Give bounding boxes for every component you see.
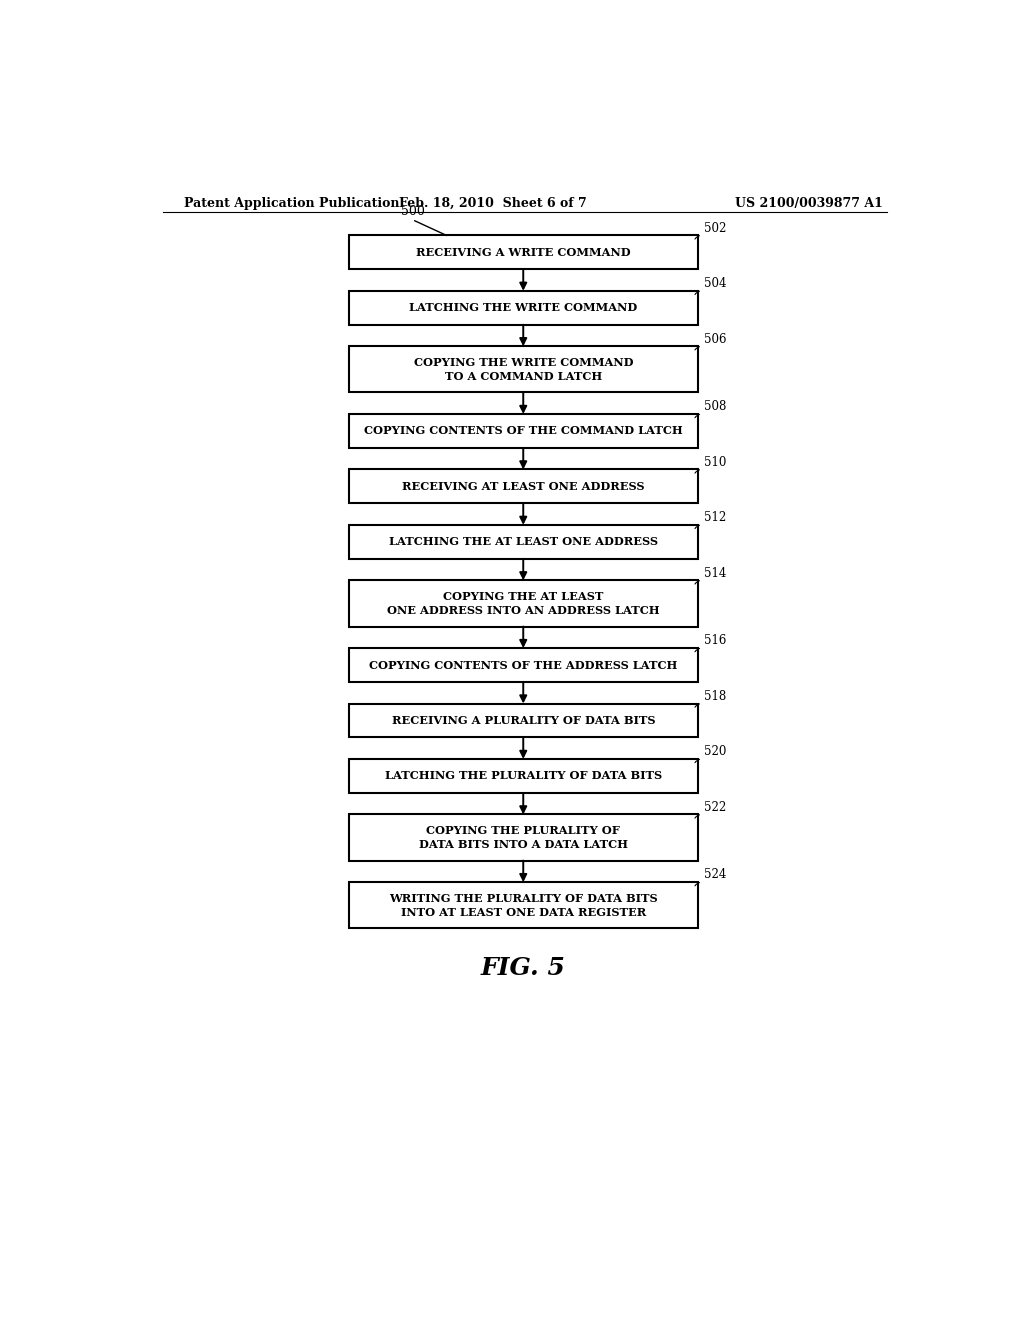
Text: 514: 514 [703,566,726,579]
Text: 518: 518 [703,690,726,702]
Text: COPYING CONTENTS OF THE ADDRESS LATCH: COPYING CONTENTS OF THE ADDRESS LATCH [369,660,678,671]
Bar [349,470,697,503]
Text: Patent Application Publication: Patent Application Publication [183,197,399,210]
Bar [349,414,697,447]
Text: 506: 506 [703,333,726,346]
Text: 508: 508 [703,400,726,413]
Bar [349,704,697,738]
Text: COPYING THE AT LEAST
ONE ADDRESS INTO AN ADDRESS LATCH: COPYING THE AT LEAST ONE ADDRESS INTO AN… [387,591,659,616]
Bar [349,290,697,325]
Text: US 2100/0039877 A1: US 2100/0039877 A1 [735,197,883,210]
Text: COPYING THE WRITE COMMAND
TO A COMMAND LATCH: COPYING THE WRITE COMMAND TO A COMMAND L… [414,356,633,381]
Text: COPYING THE PLURALITY OF
DATA BITS INTO A DATA LATCH: COPYING THE PLURALITY OF DATA BITS INTO … [419,825,628,850]
Text: COPYING CONTENTS OF THE COMMAND LATCH: COPYING CONTENTS OF THE COMMAND LATCH [364,425,683,437]
Text: LATCHING THE PLURALITY OF DATA BITS: LATCHING THE PLURALITY OF DATA BITS [385,771,662,781]
Bar [349,581,697,627]
Text: 524: 524 [703,869,726,882]
Text: 512: 512 [703,511,726,524]
Text: 500: 500 [400,206,425,219]
Text: RECEIVING A PLURALITY OF DATA BITS: RECEIVING A PLURALITY OF DATA BITS [391,715,655,726]
Text: RECEIVING AT LEAST ONE ADDRESS: RECEIVING AT LEAST ONE ADDRESS [402,480,644,492]
Text: 520: 520 [703,746,726,758]
Text: 504: 504 [703,277,726,290]
Bar [349,525,697,558]
Text: RECEIVING A WRITE COMMAND: RECEIVING A WRITE COMMAND [416,247,631,257]
Text: Feb. 18, 2010  Sheet 6 of 7: Feb. 18, 2010 Sheet 6 of 7 [399,197,587,210]
Text: FIG. 5: FIG. 5 [481,957,565,981]
Bar [349,814,697,861]
Text: LATCHING THE AT LEAST ONE ADDRESS: LATCHING THE AT LEAST ONE ADDRESS [389,536,657,548]
Bar [349,346,697,392]
Text: 522: 522 [703,801,726,813]
Bar [349,235,697,269]
Text: 510: 510 [703,455,726,469]
Text: WRITING THE PLURALITY OF DATA BITS
INTO AT LEAST ONE DATA REGISTER: WRITING THE PLURALITY OF DATA BITS INTO … [389,892,657,917]
Text: 516: 516 [703,635,726,647]
Bar [349,882,697,928]
Text: 502: 502 [703,222,726,235]
Bar [349,648,697,682]
Text: LATCHING THE WRITE COMMAND: LATCHING THE WRITE COMMAND [410,302,637,313]
Bar [349,759,697,793]
